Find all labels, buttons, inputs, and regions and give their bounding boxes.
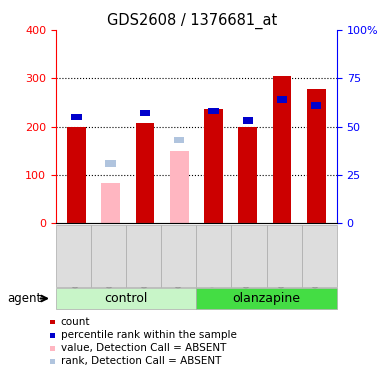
Bar [208,108,219,114]
Bar [170,151,189,223]
Bar [273,76,291,223]
Bar [140,110,150,116]
Bar [243,117,253,124]
Bar [136,123,154,223]
Text: olanzapine: olanzapine [233,292,301,305]
Bar [101,183,120,223]
Bar [105,160,116,166]
Bar [71,114,82,120]
Text: value, Detection Call = ABSENT: value, Detection Call = ABSENT [61,343,226,353]
Bar [311,102,321,109]
Bar [238,127,257,223]
Text: percentile rank within the sample: percentile rank within the sample [61,330,237,340]
Text: GDS2608 / 1376681_at: GDS2608 / 1376681_at [107,13,278,29]
Text: control: control [104,292,148,305]
Bar [174,137,184,144]
Bar [277,96,287,103]
Text: rank, Detection Call = ABSENT: rank, Detection Call = ABSENT [61,356,221,366]
Bar [67,127,86,223]
Text: count: count [61,317,90,327]
Text: agent: agent [8,292,42,305]
Bar [307,89,326,223]
Bar [204,109,223,223]
